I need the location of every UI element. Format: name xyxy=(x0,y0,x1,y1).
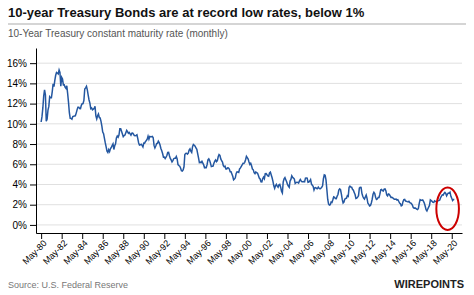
y-tick-mark xyxy=(30,184,36,185)
y-tick-mark xyxy=(30,164,36,165)
y-tick-mark xyxy=(30,124,36,125)
y-tick: 6% xyxy=(13,159,36,170)
y-tick-label: 4% xyxy=(13,179,28,190)
grid-line xyxy=(36,63,462,64)
grid-line xyxy=(36,83,462,84)
y-tick: 2% xyxy=(13,199,36,210)
x-axis-line xyxy=(37,233,463,234)
y-tick-mark xyxy=(30,205,36,206)
y-tick-label: 6% xyxy=(13,159,28,170)
grid-line xyxy=(36,184,462,185)
credit: WIREPOINTS xyxy=(394,278,464,290)
grid xyxy=(36,63,462,225)
y-tick: 16% xyxy=(7,58,36,69)
subtitle: 10-Year Treasury constant maturity rate … xyxy=(8,28,228,39)
y-tick: 4% xyxy=(13,179,36,190)
y-tick: 8% xyxy=(13,139,36,150)
y-tick: 10% xyxy=(7,119,36,130)
plot: 0% 2% 4% 6% 8% 10% 12% 14% 16% May-80May-82May-84… xyxy=(7,49,463,267)
y-tick-label: 12% xyxy=(7,98,27,109)
y-tick-mark xyxy=(30,83,36,84)
y-tick: 12% xyxy=(7,98,36,109)
highlight-ellipse xyxy=(436,188,459,230)
y-tick-label: 14% xyxy=(7,78,27,89)
y-tick-label: 10% xyxy=(7,119,27,130)
grid-line xyxy=(36,224,462,225)
y-tick-label: 2% xyxy=(13,199,28,210)
title: 10-year Treasury Bonds are at record low… xyxy=(8,5,365,20)
source: Source: U.S. Federal Reserve xyxy=(8,280,128,290)
title-rule xyxy=(8,24,466,25)
grid-line xyxy=(36,103,462,104)
y-axis: 0% 2% 4% 6% 8% 10% 12% 14% 16% xyxy=(7,49,37,234)
x-tick-label: May-20 xyxy=(431,238,459,266)
y-tick-mark xyxy=(30,225,36,226)
chart: 10-year Treasury Bonds are at record low… xyxy=(0,0,474,295)
x-tick: May-20 xyxy=(431,233,459,266)
marks xyxy=(41,70,459,230)
y-tick-label: 16% xyxy=(7,58,27,69)
y-axis-line xyxy=(36,49,37,234)
grid-line xyxy=(36,144,462,145)
grid-line xyxy=(36,123,462,124)
y-tick-label: 0% xyxy=(13,220,28,231)
x-axis: May-80May-82May-84May-86May-88May-90May-… xyxy=(20,233,462,266)
y-tick-mark xyxy=(30,104,36,105)
y-tick-label: 8% xyxy=(13,139,28,150)
y-tick: 14% xyxy=(7,78,36,89)
y-tick-mark xyxy=(30,63,36,64)
y-tick: 0% xyxy=(13,220,36,231)
line xyxy=(41,70,454,211)
grid-line xyxy=(36,204,462,205)
y-tick-mark xyxy=(30,144,36,145)
